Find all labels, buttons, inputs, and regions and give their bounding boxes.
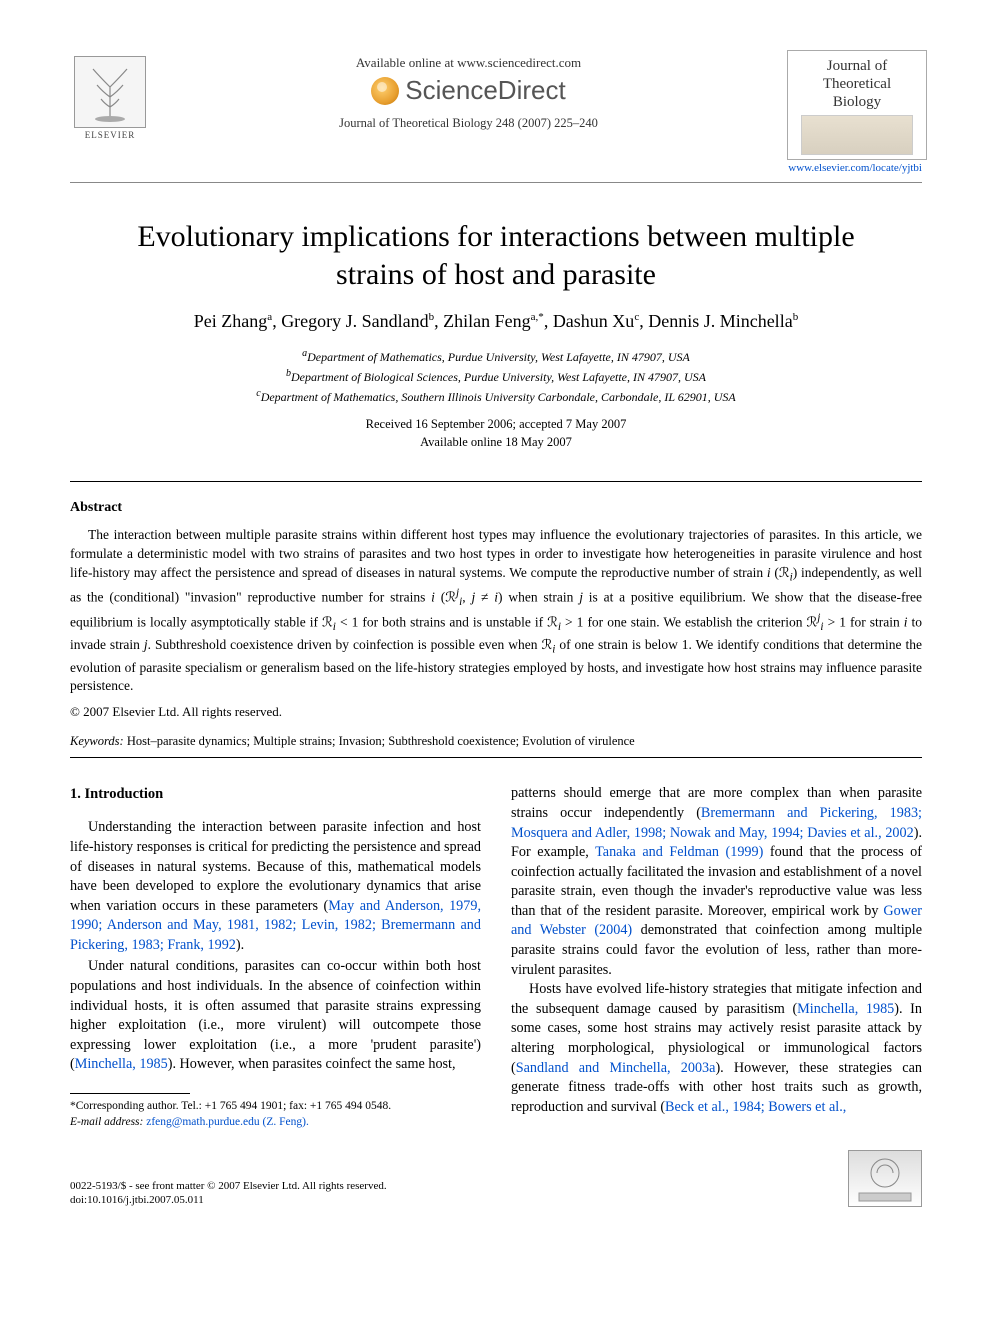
p2-text-b: ). However, when parasites coinfect the … (168, 1056, 456, 1072)
intro-para-3: patterns should emerge that are more com… (511, 784, 922, 980)
date-online: Available online 18 May 2007 (70, 434, 922, 452)
intro-para-4: Hosts have evolved life-history strategi… (511, 980, 922, 1117)
ref-minchella-1985[interactable]: Minchella, 1985 (75, 1056, 168, 1072)
article-dates: Received 16 September 2006; accepted 7 M… (70, 416, 922, 451)
center-header: Available online at www.sciencedirect.co… (150, 50, 787, 131)
page-footer: 0022-5193/$ - see front matter © 2007 El… (70, 1150, 922, 1207)
sciencedirect-icon (371, 77, 399, 105)
journal-reference: Journal of Theoretical Biology 248 (2007… (150, 116, 787, 131)
footnote-separator (70, 1093, 190, 1094)
footer-doi: doi:10.1016/j.jtbi.2007.05.011 (70, 1193, 387, 1207)
intro-para-2: Under natural conditions, parasites can … (70, 957, 481, 1075)
elsevier-tree-icon (74, 56, 146, 128)
affiliation-a: aDepartment of Mathematics, Purdue Unive… (70, 346, 922, 366)
footer-left: 0022-5193/$ - see front matter © 2007 El… (70, 1179, 387, 1208)
jb-line2: Theoretical (823, 76, 891, 92)
keywords-line: Keywords: Host–parasite dynamics; Multip… (70, 734, 922, 749)
keywords-label: Keywords: (70, 734, 124, 748)
intro-para-1: Understanding the interaction between pa… (70, 818, 481, 955)
abstract-text: The interaction between multiple parasit… (70, 526, 922, 696)
footnote-corr: *Corresponding author. Tel.: +1 765 494 … (70, 1098, 481, 1114)
sciencedirect-brand: ScienceDirect (150, 75, 787, 106)
left-column: 1. Introduction Understanding the intera… (70, 784, 481, 1130)
ref-sandland-minchella[interactable]: Sandland and Minchella, 2003a (516, 1060, 716, 1076)
body-columns: 1. Introduction Understanding the intera… (70, 784, 922, 1130)
available-online-text: Available online at www.sciencedirect.co… (150, 55, 787, 71)
jb-line3: Biology (833, 94, 881, 110)
date-received: Received 16 September 2006; accepted 7 M… (70, 416, 922, 434)
p1-text-b: ). (236, 937, 244, 953)
author-list: Pei Zhanga, Gregory J. Sandlandb, Zhilan… (70, 311, 922, 332)
header-rule (70, 182, 922, 183)
abstract-body: The interaction between multiple parasit… (70, 526, 922, 696)
publisher-mark-icon (848, 1150, 922, 1207)
journal-box-wrap: Journal of Theoretical Biology www.elsev… (787, 50, 922, 174)
abstract-top-rule (70, 481, 922, 482)
ref-tanaka-feldman[interactable]: Tanaka and Feldman (1999) (595, 844, 763, 860)
footnote-email-label: E-mail address: (70, 1116, 143, 1128)
footnote-email-line: E-mail address: zfeng@math.purdue.edu (Z… (70, 1114, 481, 1130)
jb-line1: Journal of (827, 58, 887, 74)
elsevier-logo: ELSEVIER (70, 50, 150, 140)
abstract-bottom-rule (70, 757, 922, 758)
ref-minchella-1985b[interactable]: Minchella, 1985 (797, 1001, 894, 1017)
journal-homepage-link[interactable]: www.elsevier.com/locate/yjtbi (787, 162, 922, 174)
journal-cover-thumbnail (801, 115, 913, 155)
ref-beck-bowers[interactable]: Beck et al., 1984; Bowers et al., (665, 1099, 846, 1115)
article-title: Evolutionary implications for interactio… (110, 218, 882, 293)
footer-copyright: 0022-5193/$ - see front matter © 2007 El… (70, 1179, 387, 1193)
right-column: patterns should emerge that are more com… (511, 784, 922, 1130)
journal-cover-box: Journal of Theoretical Biology (787, 50, 927, 160)
affiliation-c: cDepartment of Mathematics, Southern Ill… (70, 386, 922, 406)
sciencedirect-text: ScienceDirect (405, 75, 565, 106)
footnote-email[interactable]: zfeng@math.purdue.edu (Z. Feng). (143, 1116, 308, 1128)
header-row: ELSEVIER Available online at www.science… (70, 50, 922, 174)
abstract-heading: Abstract (70, 500, 922, 516)
journal-box-title: Journal of Theoretical Biology (792, 57, 922, 111)
affiliation-b: bDepartment of Biological Sciences, Purd… (70, 366, 922, 386)
affiliations: aDepartment of Mathematics, Purdue Unive… (70, 346, 922, 406)
corresponding-author-footnote: *Corresponding author. Tel.: +1 765 494 … (70, 1098, 481, 1130)
section-1-heading: 1. Introduction (70, 784, 481, 804)
abstract-copyright: © 2007 Elsevier Ltd. All rights reserved… (70, 704, 922, 720)
keywords-text: Host–parasite dynamics; Multiple strains… (124, 734, 635, 748)
elsevier-label: ELSEVIER (85, 130, 136, 140)
